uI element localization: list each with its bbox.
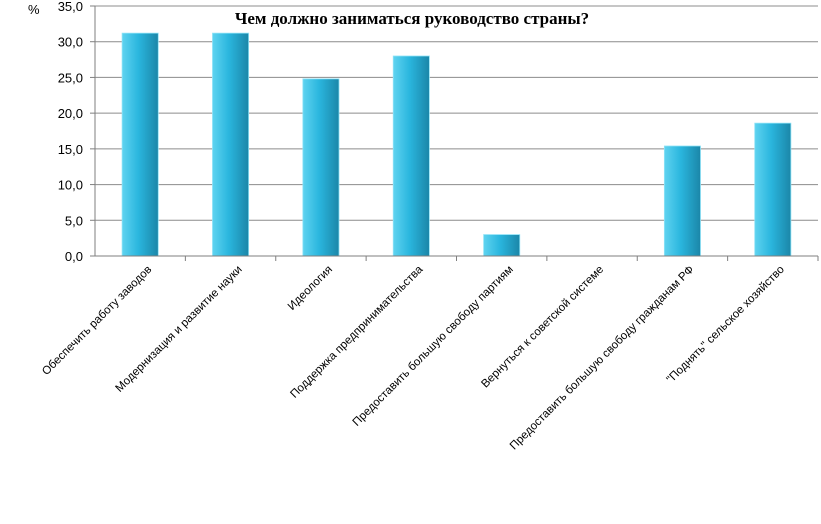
y-tick-label: 25,0 (58, 70, 83, 85)
category-label: Идеология (286, 264, 335, 313)
y-tick-labels: 0,0 5,0 10,0 15,0 20,0 25,0 30,0 35,0 (58, 0, 95, 264)
category-label: Предоставить большую свободу партиям (351, 264, 516, 429)
bar (212, 32, 250, 257)
bar (121, 32, 159, 257)
y-unit-label: % (28, 2, 40, 17)
category-label: Предоставить большую свободу гражданам Р… (508, 263, 697, 452)
bar (392, 55, 430, 257)
bar (663, 145, 701, 257)
y-tick-label: 15,0 (58, 142, 83, 157)
category-label: Обеспечить работу заводов (40, 264, 154, 378)
y-tick-label: 5,0 (65, 213, 83, 228)
gridlines (95, 5, 818, 221)
bar (754, 122, 792, 257)
bar (483, 234, 521, 257)
y-tick-label: 0,0 (65, 249, 83, 264)
y-tick-label: 30,0 (58, 35, 83, 50)
chart-title: Чем должно заниматься руководство страны… (235, 9, 589, 28)
bar (302, 78, 340, 257)
y-tick-label: 35,0 (58, 0, 83, 14)
bars (121, 32, 792, 257)
y-tick-label: 10,0 (58, 178, 83, 193)
y-tick-label: 20,0 (58, 106, 83, 121)
axes (94, 6, 819, 261)
